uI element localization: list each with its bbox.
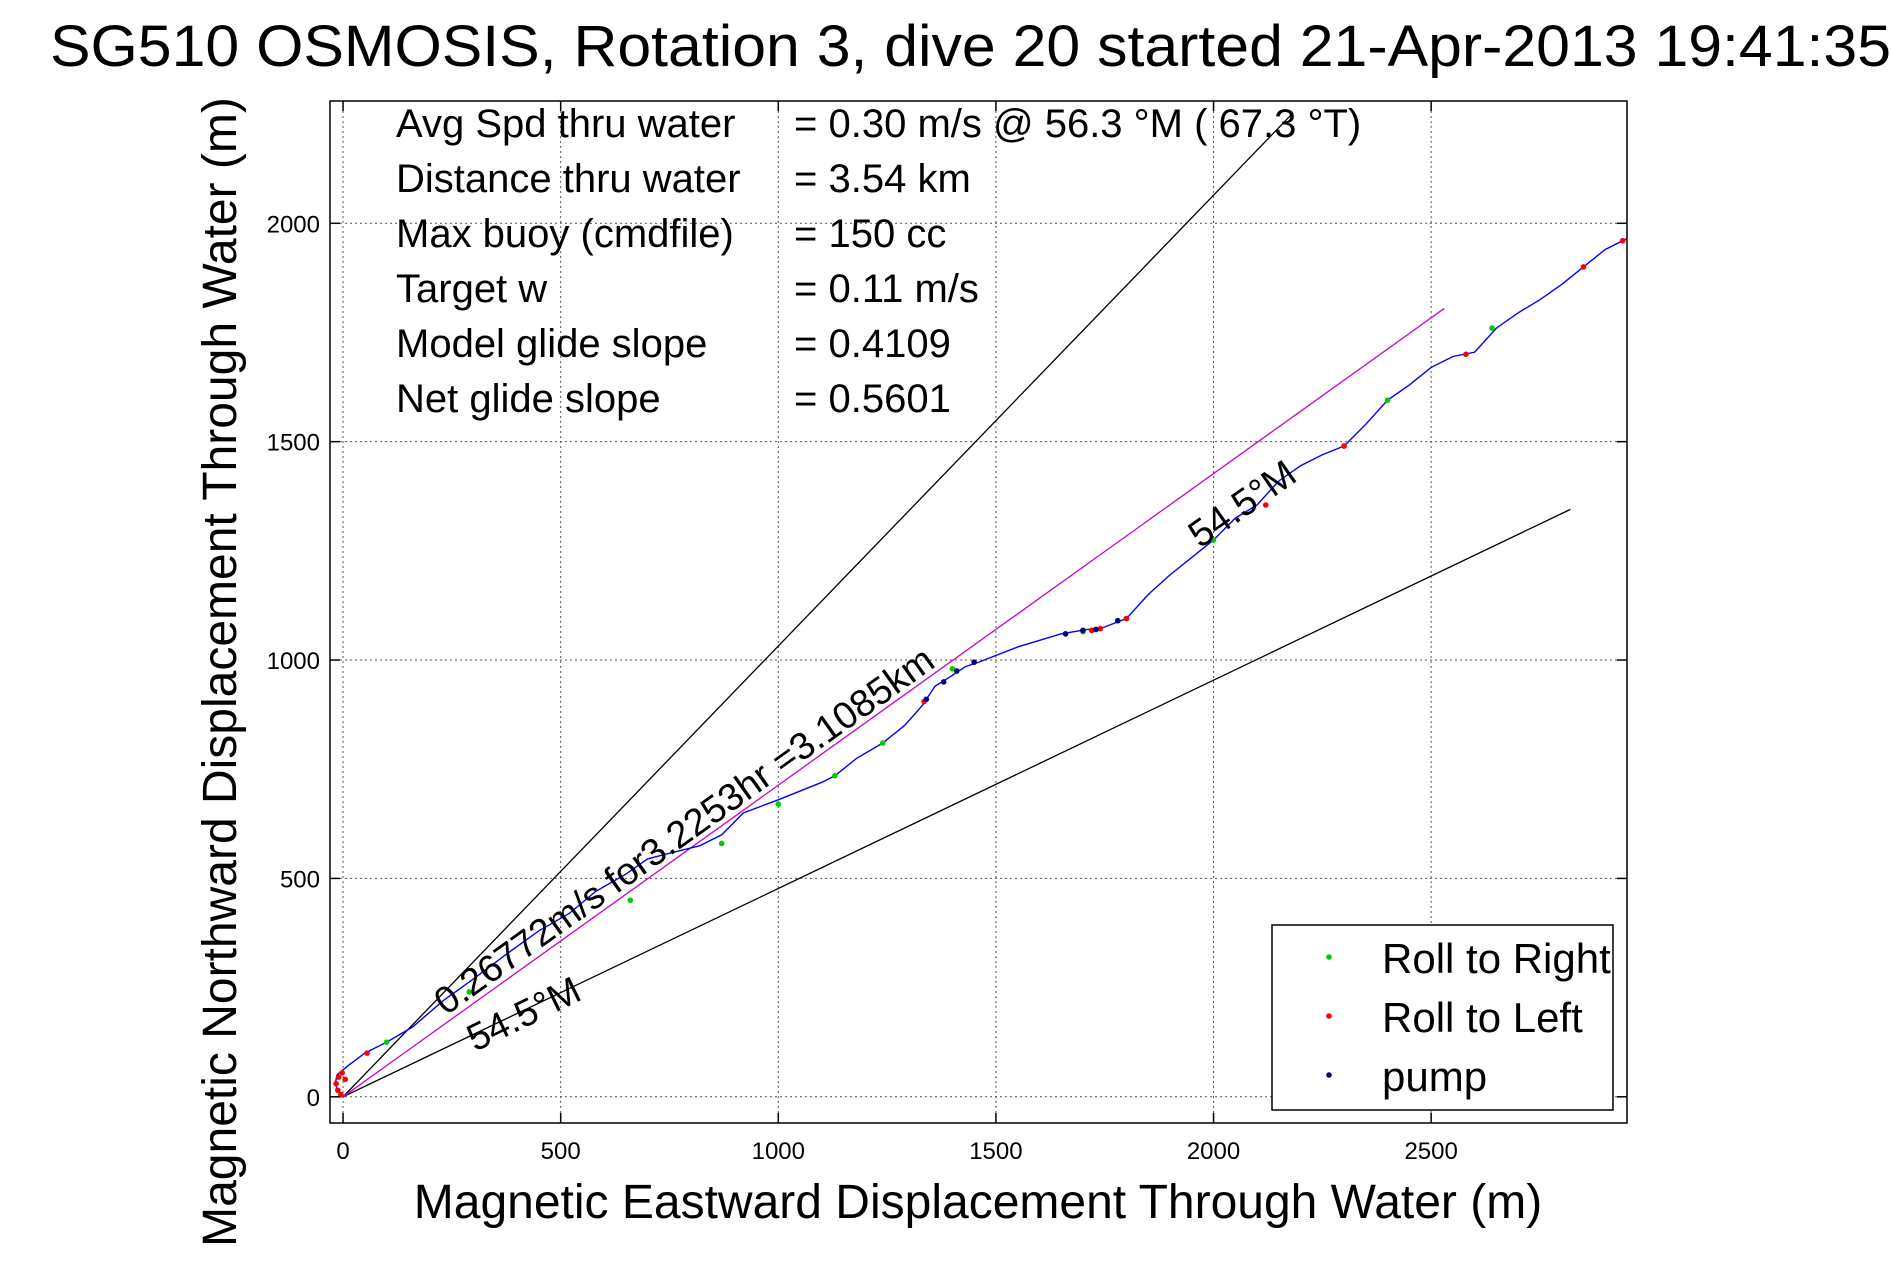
grid [330, 101, 1627, 1123]
point-roll-to-right [1489, 325, 1495, 331]
info-value: = 3.54 km [794, 157, 971, 201]
legend-marker-roll-to-right [1326, 954, 1332, 960]
point-pump [1093, 626, 1099, 633]
x-axis-label: Magnetic Eastward Displacement Through W… [414, 1176, 1542, 1229]
point-roll-to-right [627, 897, 634, 904]
x-tick-label: 1000 [752, 1138, 805, 1165]
series-layer [333, 237, 1628, 1098]
y-tick-label: 2000 [267, 211, 320, 238]
legend-marker-roll-to-left [1326, 1013, 1332, 1019]
guide-lines [342, 113, 1571, 1098]
y-tick-label: 0 [307, 1085, 320, 1112]
point-roll-to-right [775, 801, 782, 807]
point-pump [1114, 617, 1121, 624]
point-pump [1080, 627, 1086, 634]
y-axis-label: Magnetic Northward Displacement Through … [194, 97, 247, 1247]
point-roll-to-right [879, 740, 886, 746]
point-roll-to-left [1262, 502, 1269, 508]
info-value: = 0.11 m/s [794, 267, 979, 311]
point-pump [1062, 631, 1069, 637]
chart-title: SG510 OSMOSIS, Rotation 3, dive 20 start… [50, 14, 1891, 79]
point-roll-to-left [1097, 625, 1104, 632]
guide-line-upper-bound [342, 113, 1293, 1098]
point-roll-to-right [383, 1039, 390, 1046]
legend: Roll to Right Roll to Left pump [1271, 924, 1614, 1111]
point-pump [971, 659, 977, 666]
point-pump [953, 668, 960, 674]
point-roll-to-left [333, 1080, 339, 1087]
x-tick-label: 500 [541, 1138, 581, 1165]
x-tick-label: 1500 [969, 1138, 1022, 1165]
info-value: = 0.5601 [794, 377, 951, 421]
info-panel: Avg Spd thru water = 0.30 m/s @ 56.3 °M (… [396, 102, 1361, 421]
info-value: = 0.30 m/s @ 56.3 °M ( 67.3 °T) [794, 102, 1361, 146]
point-roll-to-left [1463, 351, 1469, 358]
y-tick-label: 1000 [267, 648, 320, 675]
info-label: Target w [396, 267, 547, 311]
info-label: Net glide slope [396, 377, 661, 421]
track-line [334, 237, 1628, 1098]
point-roll-to-right [1384, 397, 1391, 403]
point-roll-to-left [342, 1076, 349, 1083]
point-roll-to-left [338, 1091, 344, 1098]
point-roll-to-right [1210, 537, 1217, 543]
point-roll-to-left [364, 1050, 370, 1056]
info-value: = 150 cc [794, 212, 946, 256]
point-roll-to-left [1341, 443, 1347, 449]
x-tick-label: 2000 [1187, 1138, 1240, 1165]
info-label: Max buoy (cmdfile) [396, 212, 734, 256]
legend-label-roll-to-left: Roll to Left [1382, 994, 1583, 1041]
legend-label-roll-to-right: Roll to Right [1382, 935, 1611, 982]
point-roll-to-left [1088, 627, 1095, 634]
point-roll-to-left [1123, 615, 1130, 622]
guide-line-net-heading [342, 307, 1445, 1098]
point-roll-to-left [1619, 237, 1626, 244]
legend-marker-pump [1326, 1072, 1332, 1078]
info-label: Avg Spd thru water [396, 102, 735, 146]
point-roll-to-right [832, 772, 838, 779]
point-roll-to-right [718, 840, 725, 847]
tick-layer: 0 500 1000 1500 2000 2500 0 500 1000 1500 2000 [267, 101, 1627, 1165]
guide-line-lower-bound [342, 508, 1571, 1098]
plot-frame [329, 100, 1628, 1124]
x-tick-label: 0 [336, 1138, 349, 1165]
point-roll-to-right [466, 989, 473, 995]
point-pump [923, 696, 930, 703]
info-label: Model glide slope [396, 322, 707, 366]
point-roll-to-left [339, 1069, 345, 1076]
point-roll-to-right [949, 665, 956, 672]
point-roll-to-left [1580, 264, 1587, 270]
point-roll-to-left [335, 1074, 342, 1080]
point-pump [940, 679, 947, 685]
info-value: = 0.4109 [794, 322, 951, 366]
point-roll-to-left [335, 1087, 341, 1094]
legend-label-pump: pump [1382, 1053, 1487, 1100]
x-tick-label: 2500 [1404, 1138, 1457, 1165]
y-tick-label: 1500 [267, 430, 320, 457]
y-tick-label: 500 [280, 866, 320, 893]
info-label: Distance thru water [396, 157, 741, 201]
